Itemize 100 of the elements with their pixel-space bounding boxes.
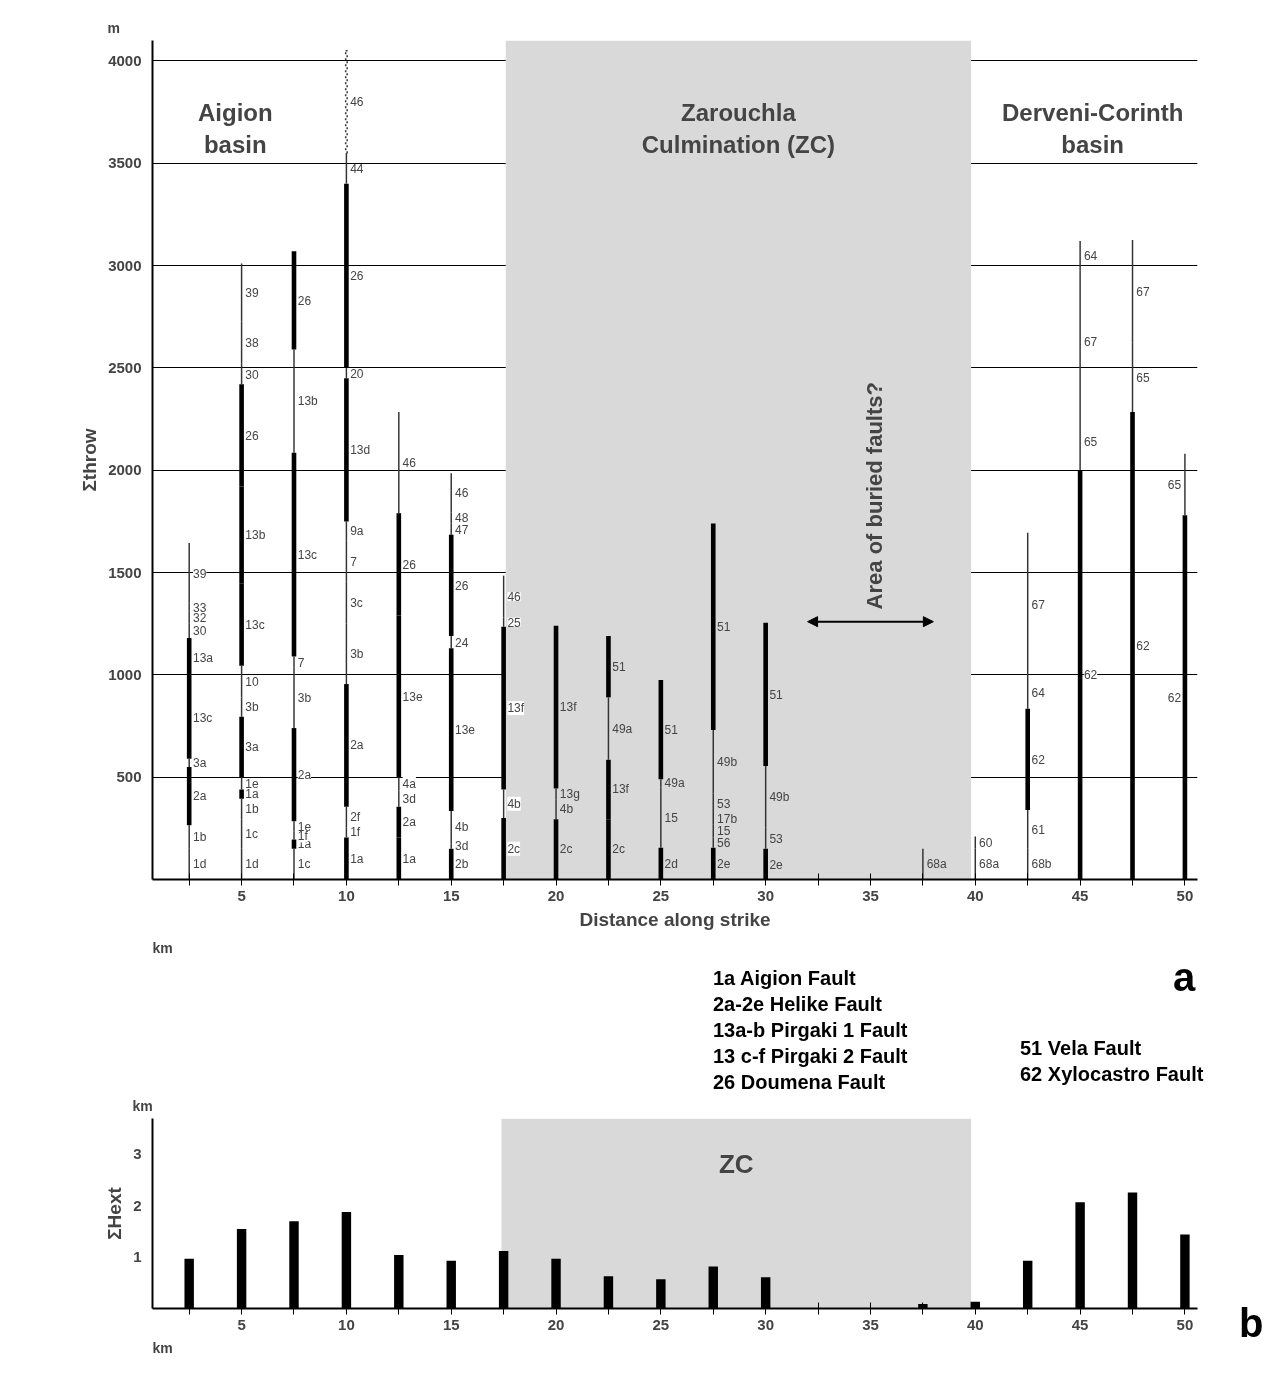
annotation: 26 [297, 293, 312, 308]
annotation: 51 [717, 620, 731, 635]
annotation: 15 [664, 811, 679, 826]
annotation: 26 [454, 578, 469, 593]
x-tick-label: 15 [442, 1315, 460, 1333]
annotation: 49a [664, 776, 685, 791]
x-tick-label: 25 [652, 1315, 670, 1333]
x-tick-label: 45 [1071, 1315, 1089, 1333]
annotation: 13b [245, 528, 266, 543]
annotation: 1d [192, 857, 207, 872]
x-tick-label: 50 [1176, 1315, 1194, 1333]
text: 13 c-f Pirgaki 2 Fault [713, 1044, 908, 1069]
x-axis-title: Distance along strike [579, 908, 771, 930]
annotation: 13f [507, 701, 525, 716]
annotation: 13c [192, 711, 213, 726]
annotation: 1f [350, 825, 361, 840]
annotation: 7 [297, 655, 305, 670]
x-tick-label: 45 [1071, 886, 1089, 904]
x-tick-label: 25 [652, 886, 670, 904]
text: b [1239, 1300, 1264, 1347]
annotation: 61 [1031, 822, 1046, 837]
annotation: 62 [1167, 690, 1182, 705]
annotation: 2c [612, 842, 625, 857]
annotation: 1b [192, 830, 207, 845]
x-tick-label: 35 [862, 886, 879, 904]
annotation: 67 [1031, 597, 1046, 612]
annotation: 38 [245, 336, 260, 351]
text: km [132, 1097, 153, 1114]
annotation: 13c [245, 617, 265, 632]
text: km [152, 1339, 173, 1356]
annotation: 3c [350, 595, 363, 610]
annotation: 4b [507, 796, 522, 811]
annotation: 49b [717, 754, 738, 769]
text: m [107, 19, 120, 36]
annotation: 25 [507, 615, 522, 630]
annotation: 2a [297, 767, 312, 782]
bar [448, 534, 454, 636]
annotation: 9a [350, 524, 364, 539]
y-tick-label: 1500 [108, 563, 142, 581]
bar [763, 622, 768, 766]
annotation: 13c [297, 547, 318, 562]
annotation: 1b [245, 801, 260, 816]
annotation: 2f [350, 810, 361, 825]
annotation: 4b [559, 802, 574, 817]
annotation: 2c [507, 841, 521, 856]
annotation: Aigion basin [197, 98, 273, 158]
annotation: 2a [192, 789, 207, 804]
annotation: 20 [350, 366, 364, 381]
y-axis-title: ΣHext [104, 1186, 126, 1240]
annotation: 30 [192, 624, 207, 639]
y-tick-label: 500 [116, 768, 142, 786]
annotation: 2c [559, 842, 573, 857]
x-tick-label: 5 [237, 1315, 246, 1333]
annotation: 53 [769, 831, 784, 846]
y-tick-label: 3 [133, 1145, 142, 1163]
annotation: 46 [402, 456, 417, 471]
annotation: 30 [245, 367, 260, 382]
annotation: 65 [1083, 435, 1098, 450]
x-tick-label: 30 [757, 1315, 775, 1333]
annotation: 1a [350, 851, 364, 866]
x-tick-label: 15 [442, 886, 460, 904]
annotation: 62 [1031, 752, 1046, 767]
annotation: 44 [350, 161, 364, 176]
annotation: 67 [1136, 284, 1150, 299]
annotation: 51 [664, 723, 679, 738]
annotation: 2e [717, 857, 731, 872]
annotation: 68a [979, 857, 1000, 872]
annotation: 1a [245, 787, 260, 802]
annotation: 49b [769, 789, 790, 804]
annotation: 53 [717, 796, 731, 811]
x-tick-label: 20 [547, 886, 565, 904]
text: a [1173, 955, 1196, 999]
text: km [152, 939, 173, 956]
annotation: Area of buried faults? [862, 382, 888, 610]
text: 51 Vela Fault [1020, 1036, 1143, 1061]
annotation: 46 [454, 486, 469, 501]
annotation: 1c [297, 857, 311, 872]
annotation: 26 [402, 557, 417, 572]
annotation: 13e [402, 689, 423, 704]
annotation: 60 [979, 836, 993, 851]
annotation: 26 [350, 269, 364, 284]
annotation: 3a [245, 740, 260, 754]
annotation: 68b [1031, 857, 1052, 872]
x-tick-label: 10 [338, 886, 355, 904]
annotation: 13a [192, 650, 214, 665]
y-tick-label: 3500 [108, 154, 142, 172]
y-tick-label: 1 [133, 1248, 142, 1266]
annotation: 13d [350, 442, 371, 457]
x-tick-label: 30 [757, 886, 775, 904]
annotation: 13e [454, 723, 476, 738]
y-tick-label: 4000 [108, 51, 142, 69]
bar [239, 789, 244, 799]
annotation: 2a [350, 738, 364, 753]
annotation: 26 [245, 428, 260, 443]
annotation: 10 [245, 675, 260, 690]
annotation: 67 [1083, 335, 1098, 350]
text: 26 Doumena Fault [713, 1070, 887, 1095]
annotation: 3b [297, 690, 312, 705]
y-tick-label: 3000 [108, 256, 142, 274]
annotation: 64 [1083, 249, 1098, 264]
